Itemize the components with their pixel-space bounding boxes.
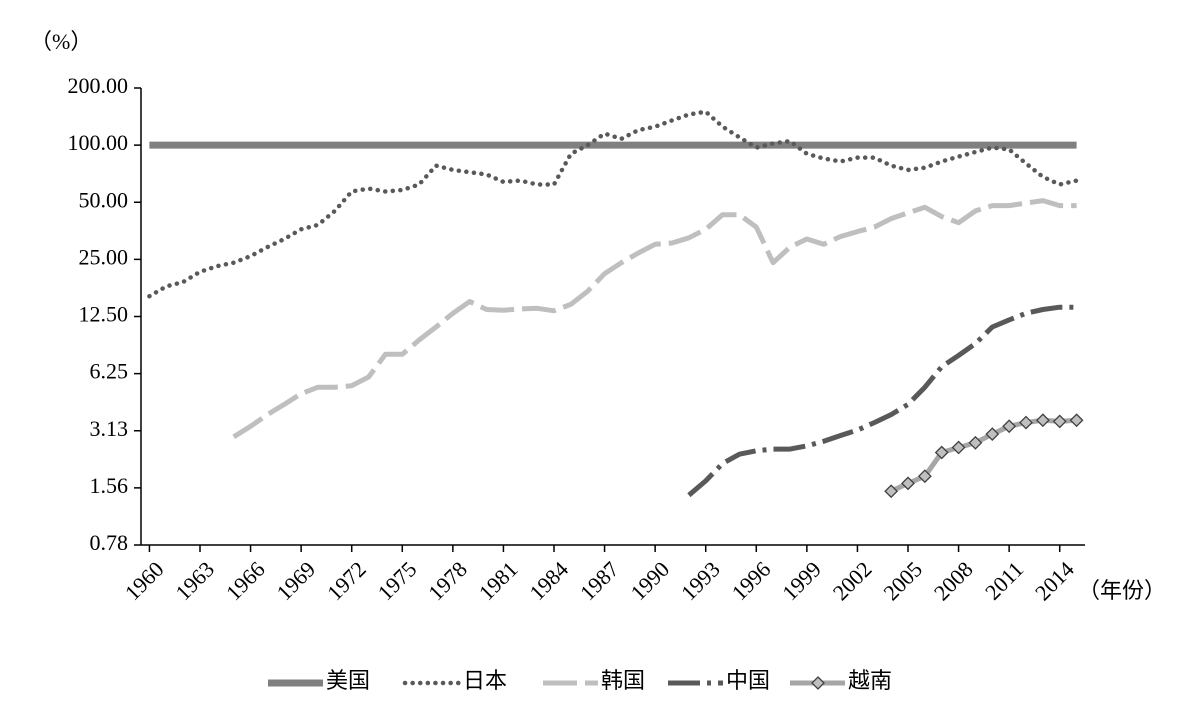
- y-tick-label: 0.78: [90, 530, 129, 555]
- x-tick-label: 2008: [929, 556, 978, 605]
- y-tick-label: 3.13: [90, 416, 129, 441]
- x-tick-label: 1975: [373, 556, 422, 605]
- series-line: [890, 417, 1077, 494]
- x-tick-label: 2011: [980, 556, 1028, 604]
- x-tick-label: 1993: [676, 556, 725, 605]
- legend-label: 越南: [848, 668, 892, 693]
- series-line: [147, 109, 1079, 299]
- x-tick-label: 1990: [625, 556, 674, 605]
- x-tick-label: 1981: [474, 556, 523, 605]
- series-line: [232, 198, 1077, 440]
- x-tick-label: 1987: [575, 556, 624, 605]
- y-tick-label: 50.00: [79, 187, 129, 212]
- marker: [968, 435, 983, 450]
- marker: [1002, 419, 1017, 434]
- marker: [951, 440, 966, 455]
- y-tick-label: 1.56: [90, 473, 129, 498]
- legend-label: 韩国: [601, 668, 645, 693]
- x-tick-label: 1984: [524, 556, 573, 605]
- legend-label: 中国: [726, 668, 770, 693]
- y-tick-label: 100.00: [68, 130, 129, 155]
- marker: [917, 469, 932, 484]
- y-tick-label: 12.50: [79, 302, 129, 327]
- x-tick-label: 1966: [221, 556, 270, 605]
- y-tick-label: 25.00: [79, 244, 129, 269]
- x-tick-label: 1963: [170, 556, 219, 605]
- marker: [884, 484, 899, 499]
- marker: [985, 427, 1000, 442]
- x-tick-label: 2014: [1030, 556, 1079, 605]
- marker: [934, 445, 949, 460]
- marker: [1069, 413, 1084, 428]
- legend-label: 日本: [463, 668, 507, 693]
- marker: [1052, 414, 1067, 429]
- x-tick-label: 1978: [423, 556, 472, 605]
- x-tick-label: 2002: [828, 556, 877, 605]
- y-tick-label: 6.25: [90, 359, 129, 384]
- y-tick-label: 200.00: [68, 73, 129, 98]
- marker: [811, 676, 825, 690]
- x-tick-label: 1969: [271, 556, 320, 605]
- x-tick-label: 1960: [120, 556, 169, 605]
- marker: [1019, 415, 1033, 430]
- x-tick-label: 1999: [777, 556, 826, 605]
- x-unit: （年份）: [1078, 578, 1166, 603]
- x-tick-label: 2005: [878, 556, 927, 605]
- y-unit: （%）: [30, 29, 92, 54]
- series-line: [687, 304, 1077, 498]
- marker: [901, 476, 915, 491]
- x-tick-label: 1996: [727, 556, 776, 605]
- legend-label: 美国: [326, 668, 370, 693]
- x-tick-label: 1972: [322, 556, 371, 605]
- marker: [1035, 413, 1050, 428]
